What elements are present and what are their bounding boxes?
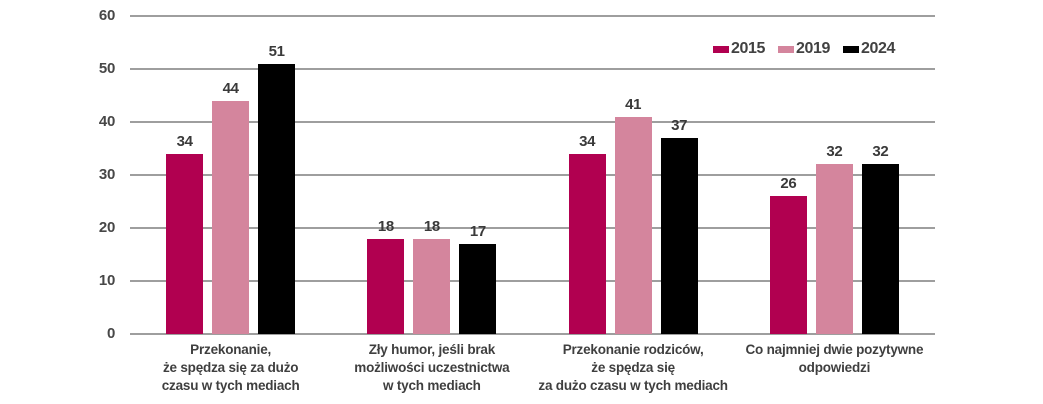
bar-2019: 18 (413, 218, 451, 334)
category-label-line: Co najmniej dwie pozytywne (745, 342, 924, 357)
legend: 2015 2019 2024 (713, 40, 895, 58)
gridline (130, 121, 935, 123)
bar-2019: 44 (212, 80, 250, 334)
category-label-line: możliwości uczestnictwa (354, 360, 510, 375)
category-label-line: Przekonanie rodziców, (562, 342, 704, 357)
gridline (130, 68, 935, 70)
y-axis-tick-label: 30 (98, 166, 115, 183)
bar-group: 26 32 32 (769, 16, 899, 334)
bar-2019: 32 (815, 143, 853, 334)
bar-value-label: 51 (268, 42, 285, 60)
legend-label: 2024 (861, 40, 895, 57)
y-axis-tick-label: 40 (98, 113, 115, 130)
bar-2024: 37 (660, 117, 698, 334)
category-label-line: Przekonanie, (190, 342, 272, 357)
gridline (130, 174, 935, 176)
bar-2024: 17 (459, 223, 497, 334)
gridline (130, 227, 935, 229)
plot-area: 34 44 51 18 18 17 34 41 37 26 32 32 (130, 15, 935, 335)
category-label: Zły humor, jeśli brak możliwości uczestni… (331, 341, 532, 395)
bar-2015: 26 (769, 175, 807, 334)
category-label-line: w tych mediach (383, 378, 481, 393)
bar-value-label: 41 (625, 95, 642, 113)
category-label-line: czasu w tych mediach (161, 378, 300, 393)
bar-2024: 32 (861, 143, 899, 334)
y-axis-tick-label: 20 (98, 219, 115, 236)
bar-value-label: 37 (671, 116, 688, 134)
bar-2024: 51 (258, 43, 296, 334)
bar-2015: 18 (367, 218, 405, 334)
category-label: Przekonanie rodziców, że spędza się za duż… (533, 341, 734, 395)
legend-label: 2019 (796, 40, 830, 57)
bar-value-label: 34 (176, 132, 193, 150)
legend-item-2024: 2024 (843, 40, 895, 58)
bar-2015: 34 (568, 133, 606, 334)
legend-label: 2015 (731, 40, 765, 57)
bar-value-label: 17 (469, 222, 486, 240)
y-axis-tick-label: 50 (98, 60, 115, 77)
bar-value-label: 44 (222, 79, 239, 97)
category-label-line: Zły humor, jeśli brak (368, 342, 496, 357)
gridline (130, 280, 935, 282)
bar-group: 18 18 17 (367, 16, 497, 334)
y-axis-tick-label: 10 (98, 272, 115, 289)
category-label-line: że spędza się za dużo (162, 360, 299, 375)
bar-value-label: 32 (872, 143, 889, 161)
legend-swatch-icon (843, 45, 859, 53)
legend-swatch-icon (713, 45, 729, 53)
category-label: Przekonanie, że spędza się za dużo czasu w… (130, 341, 331, 395)
category-label-line: za dużo czasu w tych mediach (538, 378, 728, 393)
y-axis-tick-label: 0 (106, 325, 115, 342)
bar-value-label: 32 (826, 143, 843, 161)
gridline (130, 333, 935, 335)
legend-swatch-icon (778, 45, 794, 53)
category-label: Co najmniej dwie pozytywne odpowiedzi (734, 341, 935, 377)
legend-item-2015: 2015 (713, 40, 765, 58)
bar-value-label: 18 (423, 217, 440, 235)
bar-2015: 34 (166, 133, 204, 334)
bar-value-label: 26 (780, 175, 797, 193)
category-label-line: odpowiedzi (798, 360, 871, 375)
bar-value-label: 18 (377, 217, 394, 235)
gridline (130, 15, 935, 17)
bar-group: 34 44 51 (166, 16, 296, 334)
bar-value-label: 34 (579, 132, 596, 150)
bar-group: 34 41 37 (568, 16, 698, 334)
bar-2019: 41 (614, 96, 652, 334)
y-axis-tick-label: 60 (98, 7, 115, 24)
category-label-line: że spędza się (591, 360, 675, 375)
legend-item-2019: 2019 (778, 40, 830, 58)
